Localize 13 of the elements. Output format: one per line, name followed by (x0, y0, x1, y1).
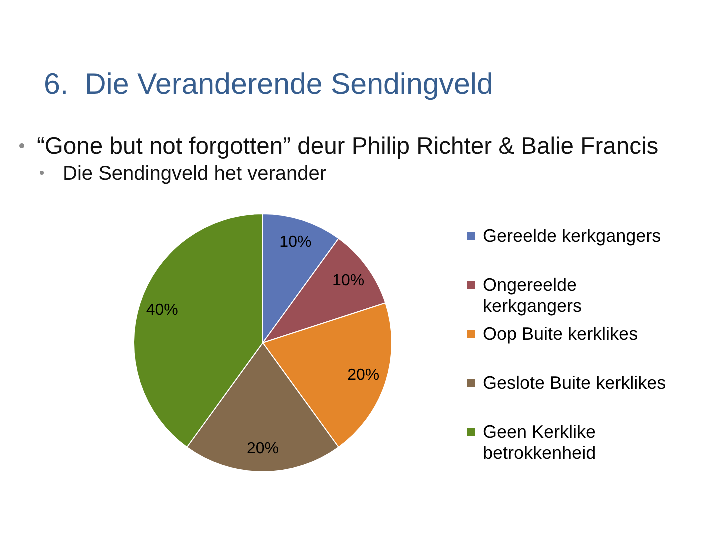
legend-label: Gereelde kerkgangers (483, 226, 662, 246)
data-label: 40% (146, 302, 178, 319)
data-label: 20% (348, 367, 380, 384)
legend-label: Ongereelde kerkgangers (483, 275, 582, 316)
data-label: 20% (246, 440, 280, 458)
legend-label: Geen Kerklike betrokkenheid (483, 422, 596, 463)
chart-title: 6. Die Veranderende Sendingveld (44, 68, 494, 101)
data-label: 10% (332, 272, 365, 290)
data-label: 10% (280, 234, 312, 251)
legend-label: Geslote Buite kerklikes (483, 373, 666, 393)
chart-subtitle: “Gone but not forgotten” deur Philip Richter & Balie Francis (37, 133, 659, 160)
legend-label: Oop Buite kerklikes (483, 324, 638, 344)
text: Die Sendingveld het verander (63, 163, 327, 185)
